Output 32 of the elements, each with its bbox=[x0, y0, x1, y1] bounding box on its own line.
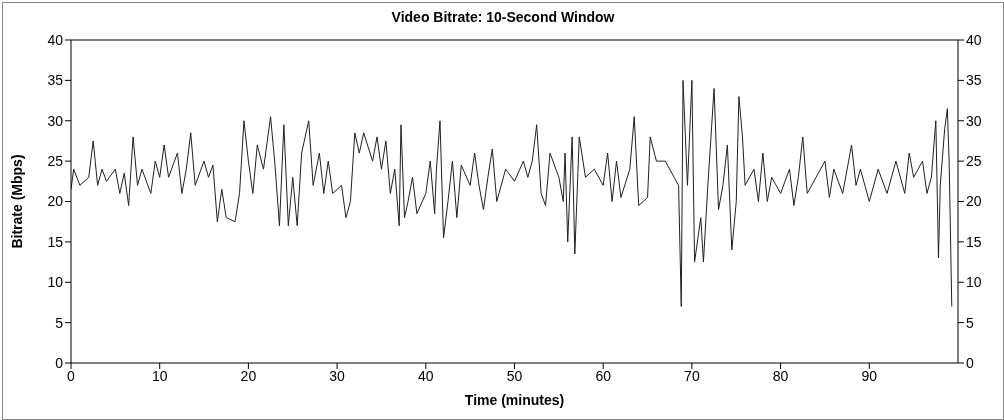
x-tick-label: 40 bbox=[418, 367, 434, 384]
x-tick-label: 10 bbox=[151, 367, 168, 384]
x-tick-label: 60 bbox=[595, 367, 612, 384]
y2-tick-label: 20 bbox=[966, 193, 982, 210]
chart-title: Video Bitrate: 10-Second Window bbox=[390, 8, 616, 25]
y-tick-label: 35 bbox=[47, 72, 64, 89]
x-tick-label: 0 bbox=[67, 367, 76, 384]
x-tick-label: 80 bbox=[772, 367, 789, 384]
line-series bbox=[71, 79, 953, 307]
x-tick-label: 90 bbox=[861, 367, 878, 384]
y2-tick-label: 5 bbox=[966, 314, 974, 331]
y-axis-title: Bitrate (Mbps) bbox=[8, 154, 25, 249]
y2-tick-label: 0 bbox=[966, 354, 974, 371]
y-tick-label: 25 bbox=[47, 153, 64, 170]
x-tick-label: 30 bbox=[329, 367, 346, 384]
y2-tick-label: 10 bbox=[966, 274, 982, 291]
x-tick-label: 70 bbox=[684, 367, 700, 384]
y2-tick-label: 30 bbox=[966, 112, 982, 129]
y2-tick-label: 25 bbox=[966, 153, 982, 170]
y-tick-label: 40 bbox=[47, 31, 64, 48]
x-axis-title: Time (minutes) bbox=[464, 392, 565, 408]
y2-tick-label: 15 bbox=[966, 233, 982, 250]
y-tick-label: 5 bbox=[55, 314, 64, 331]
y-tick-label: 30 bbox=[47, 112, 64, 129]
x-tick-label: 50 bbox=[506, 367, 523, 384]
y-tick-label: 20 bbox=[47, 193, 64, 210]
x-tick-label: 20 bbox=[240, 367, 257, 384]
y2-tick-label: 35 bbox=[966, 72, 982, 89]
y-tick-label: 10 bbox=[47, 274, 64, 291]
y2-tick-label: 40 bbox=[966, 31, 982, 48]
y-tick-label: 0 bbox=[55, 354, 64, 371]
y-tick-label: 15 bbox=[47, 233, 64, 250]
